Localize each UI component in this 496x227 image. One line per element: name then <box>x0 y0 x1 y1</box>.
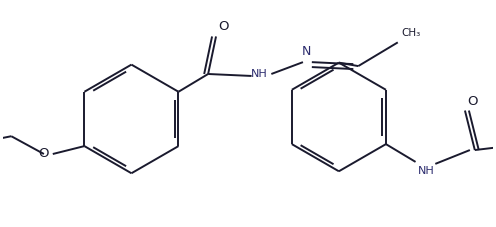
Text: NH: NH <box>251 69 268 79</box>
Text: O: O <box>38 148 49 160</box>
Text: CH₃: CH₃ <box>402 28 421 38</box>
Text: NH: NH <box>418 166 434 176</box>
Text: O: O <box>218 20 229 34</box>
Text: O: O <box>467 95 478 108</box>
Text: N: N <box>302 45 311 58</box>
